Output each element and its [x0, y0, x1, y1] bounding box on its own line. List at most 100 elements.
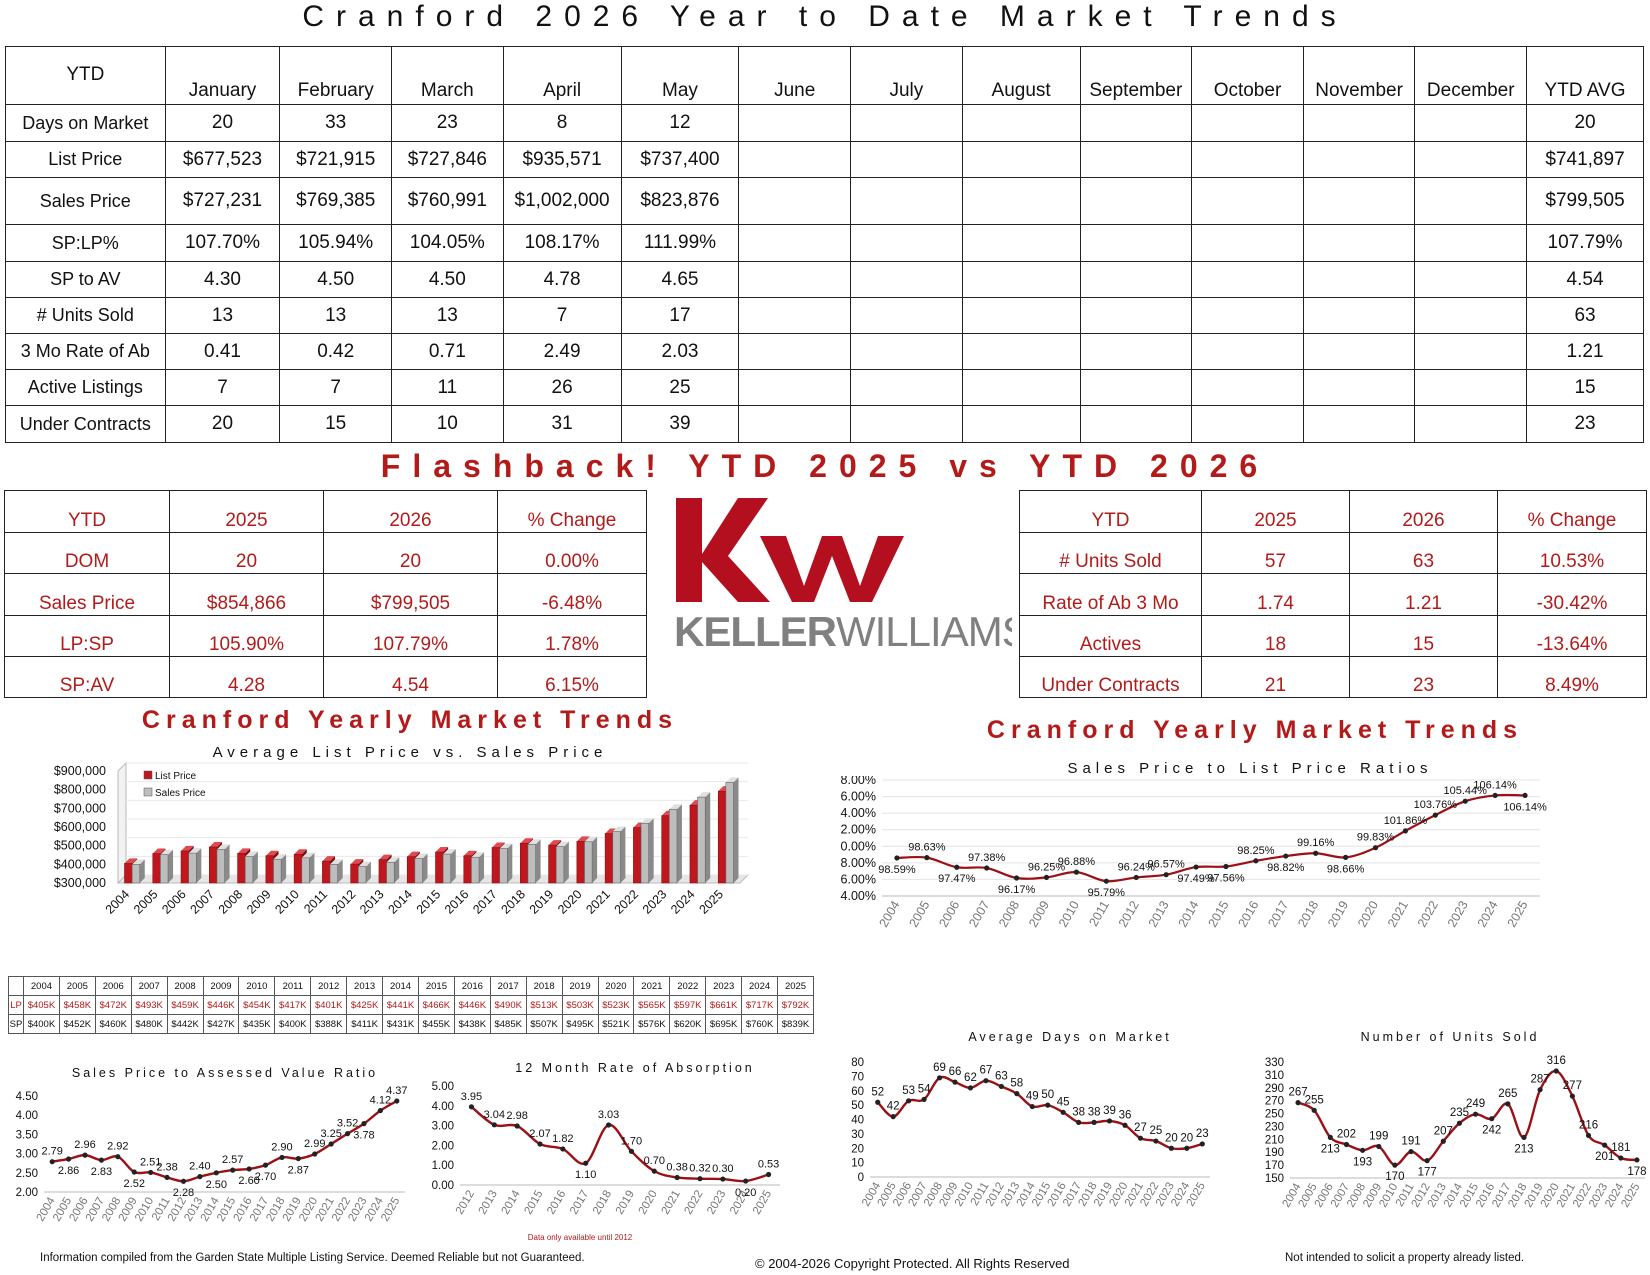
data-label: 2.87	[288, 1165, 309, 1177]
bar-sales-2012	[358, 861, 371, 884]
data-point	[921, 1096, 927, 1102]
lpsp-sp-value: $388K	[310, 1014, 348, 1034]
flashback-title: Flashback! YTD 2025 vs YTD 2026	[380, 448, 1270, 484]
x-tick-label: 2021	[660, 1189, 683, 1217]
y-tick-label: 4.00	[16, 1110, 38, 1122]
data-point	[213, 1170, 219, 1176]
x-tick-label: 2023	[705, 1189, 728, 1217]
ytd-cell	[1302, 104, 1416, 142]
month-header-january: January	[164, 46, 281, 105]
data-label: 3.25	[320, 1128, 341, 1140]
data-label: 213	[1514, 1143, 1533, 1155]
ytd-corner-header: YTD	[5, 46, 166, 105]
ytd-cell: 13	[391, 297, 504, 334]
data-point	[1103, 878, 1109, 884]
x-tick-label: 2021	[1385, 898, 1411, 929]
compare-cell: -30.42%	[1497, 573, 1647, 616]
ytd-row: # Units Sold 13 13 13 7 17 63	[5, 297, 1644, 334]
ytd-cell	[738, 141, 852, 178]
compare-cell: 105.90%	[169, 614, 324, 657]
data-point	[468, 1104, 475, 1110]
data-point	[967, 1085, 974, 1091]
data-label: 178	[1627, 1166, 1646, 1178]
data-label: 193	[1353, 1156, 1372, 1168]
data-label: 49	[1026, 1091, 1039, 1103]
lpsp-lp-label: LP	[8, 995, 24, 1015]
x-tick-label: 2006	[159, 887, 189, 917]
data-label: 2.28	[173, 1187, 194, 1199]
lpsp-year: 2004	[23, 976, 60, 996]
lpsp-year: 2005	[58, 976, 96, 996]
lpsp-lp-value: $597K	[669, 995, 707, 1015]
data-label: 177	[1418, 1167, 1437, 1179]
ytd-avg-header: YTD AVG	[1526, 46, 1644, 105]
ytd-cell: 23	[391, 104, 504, 142]
data-label: 97.49%	[1177, 873, 1215, 885]
ytd-cell	[850, 369, 963, 406]
ytd-cell	[961, 333, 1081, 370]
ytd-cell: $737,400	[620, 141, 740, 178]
y-tick-label: 108.00%	[840, 776, 876, 787]
data-label: 99.83%	[1357, 832, 1395, 844]
data-point	[1489, 1116, 1495, 1122]
data-point	[262, 1162, 269, 1168]
ytd-cell	[1079, 333, 1193, 370]
data-point	[1402, 828, 1409, 834]
data-label: 63	[995, 1070, 1008, 1082]
ytd-row-label: # Units Sold	[5, 297, 166, 334]
y-tick-label: $300,000	[54, 876, 106, 890]
ytd-cell: 20	[164, 104, 281, 142]
month-header-october: October	[1191, 46, 1304, 105]
lpsp-year: 2021	[633, 976, 671, 996]
ytd-avg-cell: 107.79%	[1526, 224, 1644, 262]
compare-cell: 107.79%	[323, 614, 498, 657]
bar-sales-2011	[329, 859, 343, 884]
ytd-cell	[1302, 141, 1416, 178]
compare-cell: 21	[1201, 655, 1350, 699]
data-point	[312, 1151, 318, 1157]
x-tick-label: 2024	[1475, 898, 1501, 929]
ytd-cell	[850, 261, 963, 298]
data-point	[1076, 1119, 1082, 1125]
y-tick-label: 96.00%	[840, 872, 876, 886]
ytd-cell: $760,991	[391, 177, 504, 225]
ytd-cell	[1191, 333, 1304, 370]
ytd-cell	[738, 333, 852, 370]
y-tick-label: 3.00	[16, 1149, 38, 1161]
bar-sales-2015	[442, 849, 456, 884]
data-point	[49, 1159, 55, 1165]
compare-header: % Change	[497, 489, 647, 534]
x-tick-label: 2025	[1505, 898, 1531, 929]
data-point	[1505, 1101, 1511, 1107]
chart-lp-sp-title: Average List Price vs. Sales Price	[212, 744, 608, 761]
ytd-cell: 13	[164, 297, 281, 334]
lpsp-sp-value: $442K	[166, 1014, 204, 1034]
compare-cell: 15	[1349, 614, 1498, 657]
lpsp-sp-value: $438K	[453, 1014, 491, 1034]
data-label: 106.14%	[1503, 801, 1547, 813]
compare-cell: SP:AV	[4, 655, 170, 699]
ytd-cell: 0.42	[279, 333, 392, 370]
data-point	[295, 1155, 301, 1162]
x-tick-label: 2025	[696, 887, 726, 917]
compare-cell: 8.49%	[1497, 655, 1647, 699]
ytd-row: List Price $677,523 $721,915 $727,846 $935,5…	[5, 141, 1644, 178]
ytd-cell	[1414, 405, 1528, 443]
lpsp-sp-value: $400K	[274, 1014, 312, 1034]
data-label: 2.51	[140, 1156, 161, 1168]
compare-header: 2026	[323, 489, 498, 534]
ytd-cell	[738, 224, 852, 262]
x-tick-label: 2011	[301, 887, 330, 916]
y-tick-label: 0	[858, 1172, 864, 1184]
ytd-row: Active Listings 7 7 11 26 25 15	[5, 369, 1644, 406]
data-label: 2.90	[271, 1141, 292, 1153]
compare-header: 2026	[1349, 489, 1498, 534]
ytd-cell: 0.41	[164, 333, 281, 370]
data-point	[1311, 1107, 1317, 1113]
data-label: 105.44%	[1444, 785, 1488, 797]
ytd-cell	[1414, 297, 1528, 334]
y-tick-label: 50	[851, 1100, 864, 1112]
data-point	[377, 1107, 383, 1114]
lpsp-lp-value: $441K	[382, 995, 419, 1015]
lpsp-sp-value: $485K	[489, 1014, 527, 1034]
